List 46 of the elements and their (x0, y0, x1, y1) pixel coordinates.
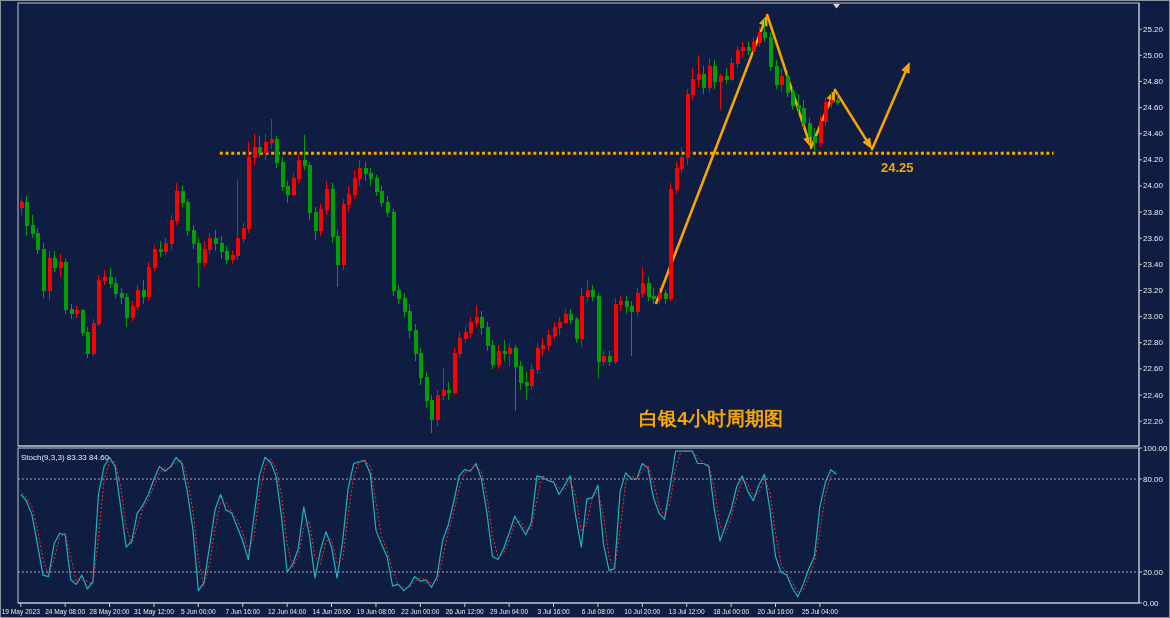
candlestick (701, 65, 706, 95)
y-tick-label: 22.40 (1143, 390, 1164, 400)
y-tick-label: 0.00 (1143, 598, 1160, 608)
y-tick-label: 22.20 (1143, 416, 1164, 426)
candlestick (58, 253, 63, 278)
y-tick-label: 20.00 (1143, 567, 1164, 577)
y-tick-label: 23.40 (1143, 259, 1164, 269)
y-tick-label: 24.20 (1143, 155, 1164, 165)
text: Stoch(9,3,3) 83.33 84.60 (21, 452, 110, 462)
candlestick (835, 93, 840, 106)
y-tick-label: 80.00 (1143, 474, 1164, 484)
y-tick-label: 22.60 (1143, 364, 1164, 374)
candlestick (724, 67, 729, 85)
y-tick-label: 23.00 (1143, 312, 1164, 322)
candlestick (47, 250, 52, 301)
candlestick (718, 73, 723, 111)
candlestick (446, 381, 451, 401)
candlestick (257, 135, 262, 158)
y-tick-label: 23.80 (1143, 207, 1164, 217)
candlestick (657, 287, 662, 305)
candlestick (141, 279, 146, 305)
candlestick (746, 41, 751, 56)
candlestick (663, 289, 668, 305)
candlestick (607, 350, 612, 367)
y-tick-label: 24.60 (1143, 103, 1164, 113)
y-tick-label: 22.80 (1143, 338, 1164, 348)
y-tick-label: 100.00 (1143, 443, 1169, 453)
y-tick-label: 24.40 (1143, 129, 1164, 139)
candlestick (496, 344, 501, 370)
y-tick-label: 25.00 (1143, 50, 1164, 60)
y-tick-label: 24.00 (1143, 181, 1164, 191)
candlestick (507, 342, 512, 367)
y-tick-label: 23.20 (1143, 285, 1164, 295)
candlestick (19, 198, 24, 216)
candlestick (502, 339, 507, 362)
candlestick (52, 250, 57, 273)
candlestick (158, 240, 163, 258)
candlestick (712, 59, 717, 90)
candlestick (74, 305, 79, 319)
y-tick-label: 23.60 (1143, 233, 1164, 243)
candlestick (707, 57, 712, 93)
ref-line-label: 24.25 (880, 159, 914, 175)
y-tick-label: 24.80 (1143, 76, 1164, 86)
candlestick (601, 350, 606, 367)
y-tick-label: 25.20 (1143, 24, 1164, 34)
text: 白银4小时周期图 (639, 407, 783, 429)
